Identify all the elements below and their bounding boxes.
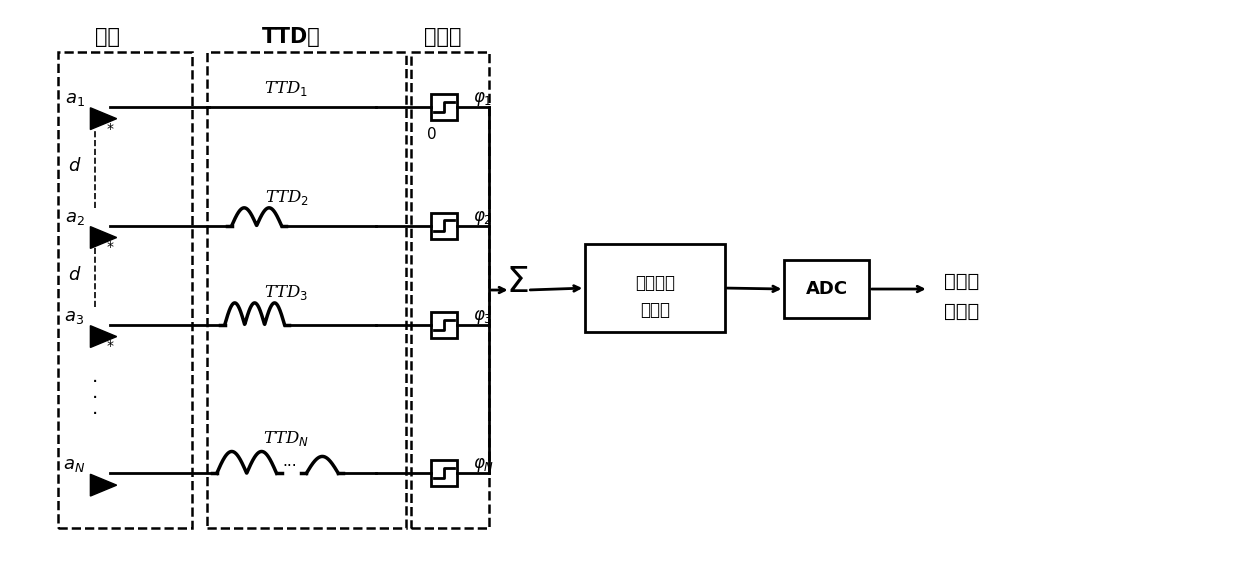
Text: 数字基: 数字基 [944,271,979,291]
Text: $a_3$: $a_3$ [64,308,84,326]
Text: $d$: $d$ [68,157,82,176]
Text: TTD线: TTD线 [263,27,321,47]
Polygon shape [90,326,116,347]
Text: TTD$_1$: TTD$_1$ [264,80,309,98]
Bar [585,245,725,332]
Text: 单射频接: 单射频接 [634,274,675,292]
Text: ADC: ADC [805,280,847,298]
Text: 收通道: 收通道 [639,301,670,319]
Text: 移相器: 移相器 [424,27,462,47]
Text: $\varphi_1$: $\varphi_1$ [472,90,492,108]
Text: TTD$_N$: TTD$_N$ [264,429,310,448]
Text: $a_1$: $a_1$ [64,90,84,108]
Text: TTD$_3$: TTD$_3$ [264,284,309,302]
Text: ···: ··· [282,459,297,474]
Text: *: * [107,240,114,254]
Polygon shape [90,226,116,249]
Text: 0: 0 [427,127,436,142]
Text: ·
·
·: · · · [92,373,98,425]
Text: *: * [107,122,114,136]
Text: TTD$_2$: TTD$_2$ [265,188,309,208]
Text: $d$: $d$ [68,266,82,284]
Text: $a_2$: $a_2$ [64,209,84,227]
Text: 阵元: 阵元 [95,27,120,47]
Text: $\varphi_N$: $\varphi_N$ [472,456,494,474]
Text: $\varphi_3$: $\varphi_3$ [472,308,492,326]
Text: *: * [107,339,114,353]
Text: $a_N$: $a_N$ [63,456,85,474]
Polygon shape [90,474,116,496]
Text: $\varphi_2$: $\varphi_2$ [472,209,492,227]
Text: $\Sigma$: $\Sigma$ [507,265,529,299]
Bar [784,260,869,318]
Text: 带信号: 带信号 [944,302,979,321]
Polygon shape [90,108,116,129]
